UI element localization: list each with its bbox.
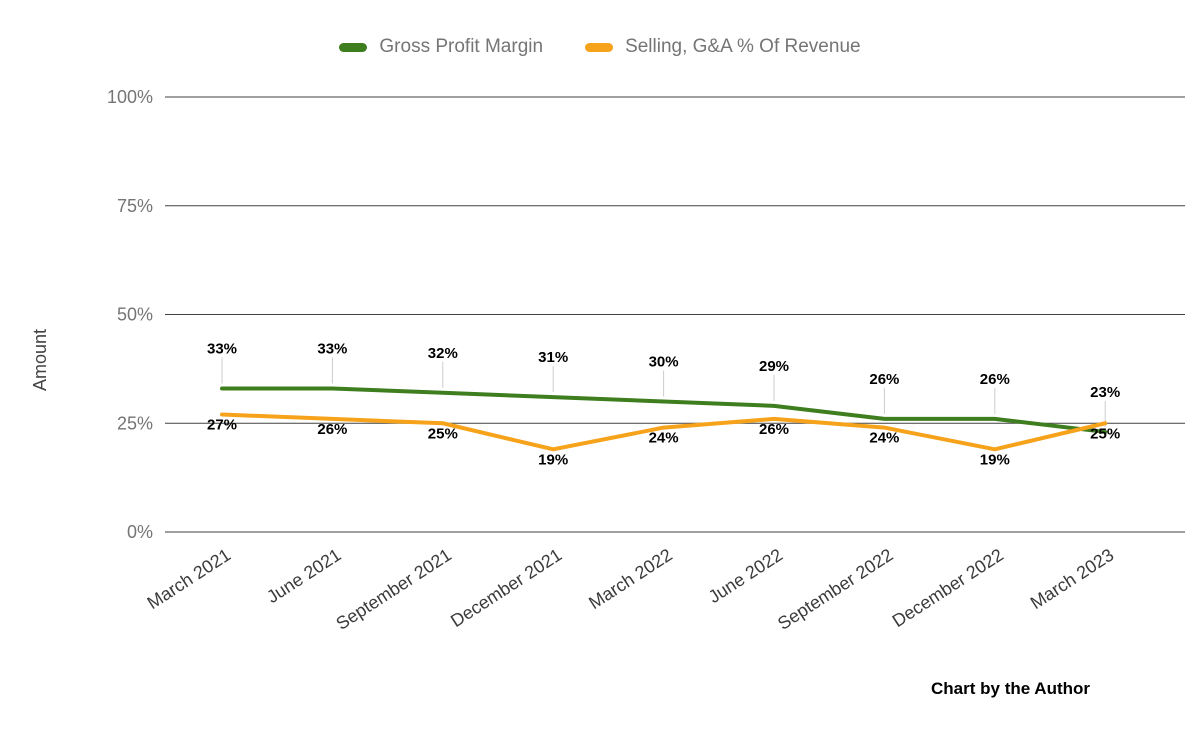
- x-axis-label: June 2022: [705, 545, 786, 608]
- legend-label-gross-profit-margin: Gross Profit Margin: [379, 36, 544, 57]
- x-axis-label: December 2022: [889, 545, 1007, 632]
- x-axis-label: March 2022: [585, 545, 676, 614]
- series-line-1: [220, 412, 1108, 452]
- legend-swatch-green: [339, 42, 368, 52]
- data-label-series-1: 26%: [759, 421, 789, 438]
- data-label-series-1: 26%: [317, 421, 347, 438]
- data-label-series-0: 33%: [207, 340, 237, 357]
- legend-item-selling-ga: Selling, G&A % Of Revenue: [585, 36, 861, 58]
- chart-legend: Gross Profit Margin Selling, G&A % Of Re…: [0, 36, 1200, 58]
- attribution-text: Chart by the Author: [931, 679, 1090, 698]
- data-label-series-1: 25%: [1090, 425, 1120, 442]
- y-tick-label: 0%: [127, 522, 153, 542]
- x-axis-label: March 2021: [144, 545, 235, 614]
- y-tick-label: 25%: [117, 413, 153, 433]
- x-axis-label: December 2021: [447, 545, 565, 632]
- y-tick-label: 75%: [117, 196, 153, 216]
- y-tick-label: 50%: [117, 305, 153, 325]
- data-label-series-1: 24%: [649, 430, 679, 447]
- y-tick-label: 100%: [107, 87, 153, 107]
- data-label-series-0: 26%: [869, 371, 899, 388]
- x-axis-label: June 2021: [263, 545, 344, 608]
- legend-item-gross-profit-margin: Gross Profit Margin: [339, 36, 543, 58]
- data-label-series-1: 19%: [538, 451, 568, 468]
- data-label-series-0: 32%: [428, 345, 458, 362]
- data-label-series-0: 33%: [317, 340, 347, 357]
- data-label-series-1: 19%: [980, 451, 1010, 468]
- data-label-series-0: 26%: [980, 371, 1010, 388]
- data-label-series-1: 25%: [428, 425, 458, 442]
- x-axis-label: September 2021: [332, 545, 455, 634]
- x-axis-label: September 2022: [774, 545, 897, 634]
- data-label-series-0: 30%: [649, 354, 679, 371]
- legend-swatch-orange: [585, 42, 614, 52]
- legend-label-selling-ga: Selling, G&A % Of Revenue: [625, 36, 861, 57]
- data-label-series-1: 24%: [869, 430, 899, 447]
- data-label-series-1: 27%: [207, 417, 237, 434]
- data-label-series-0: 31%: [538, 349, 568, 366]
- data-label-series-0: 29%: [759, 358, 789, 375]
- x-axis-label: March 2023: [1027, 545, 1118, 614]
- data-label-series-0: 23%: [1090, 384, 1120, 401]
- y-axis-title: Amount: [30, 329, 50, 391]
- series-line-0: [220, 386, 1108, 434]
